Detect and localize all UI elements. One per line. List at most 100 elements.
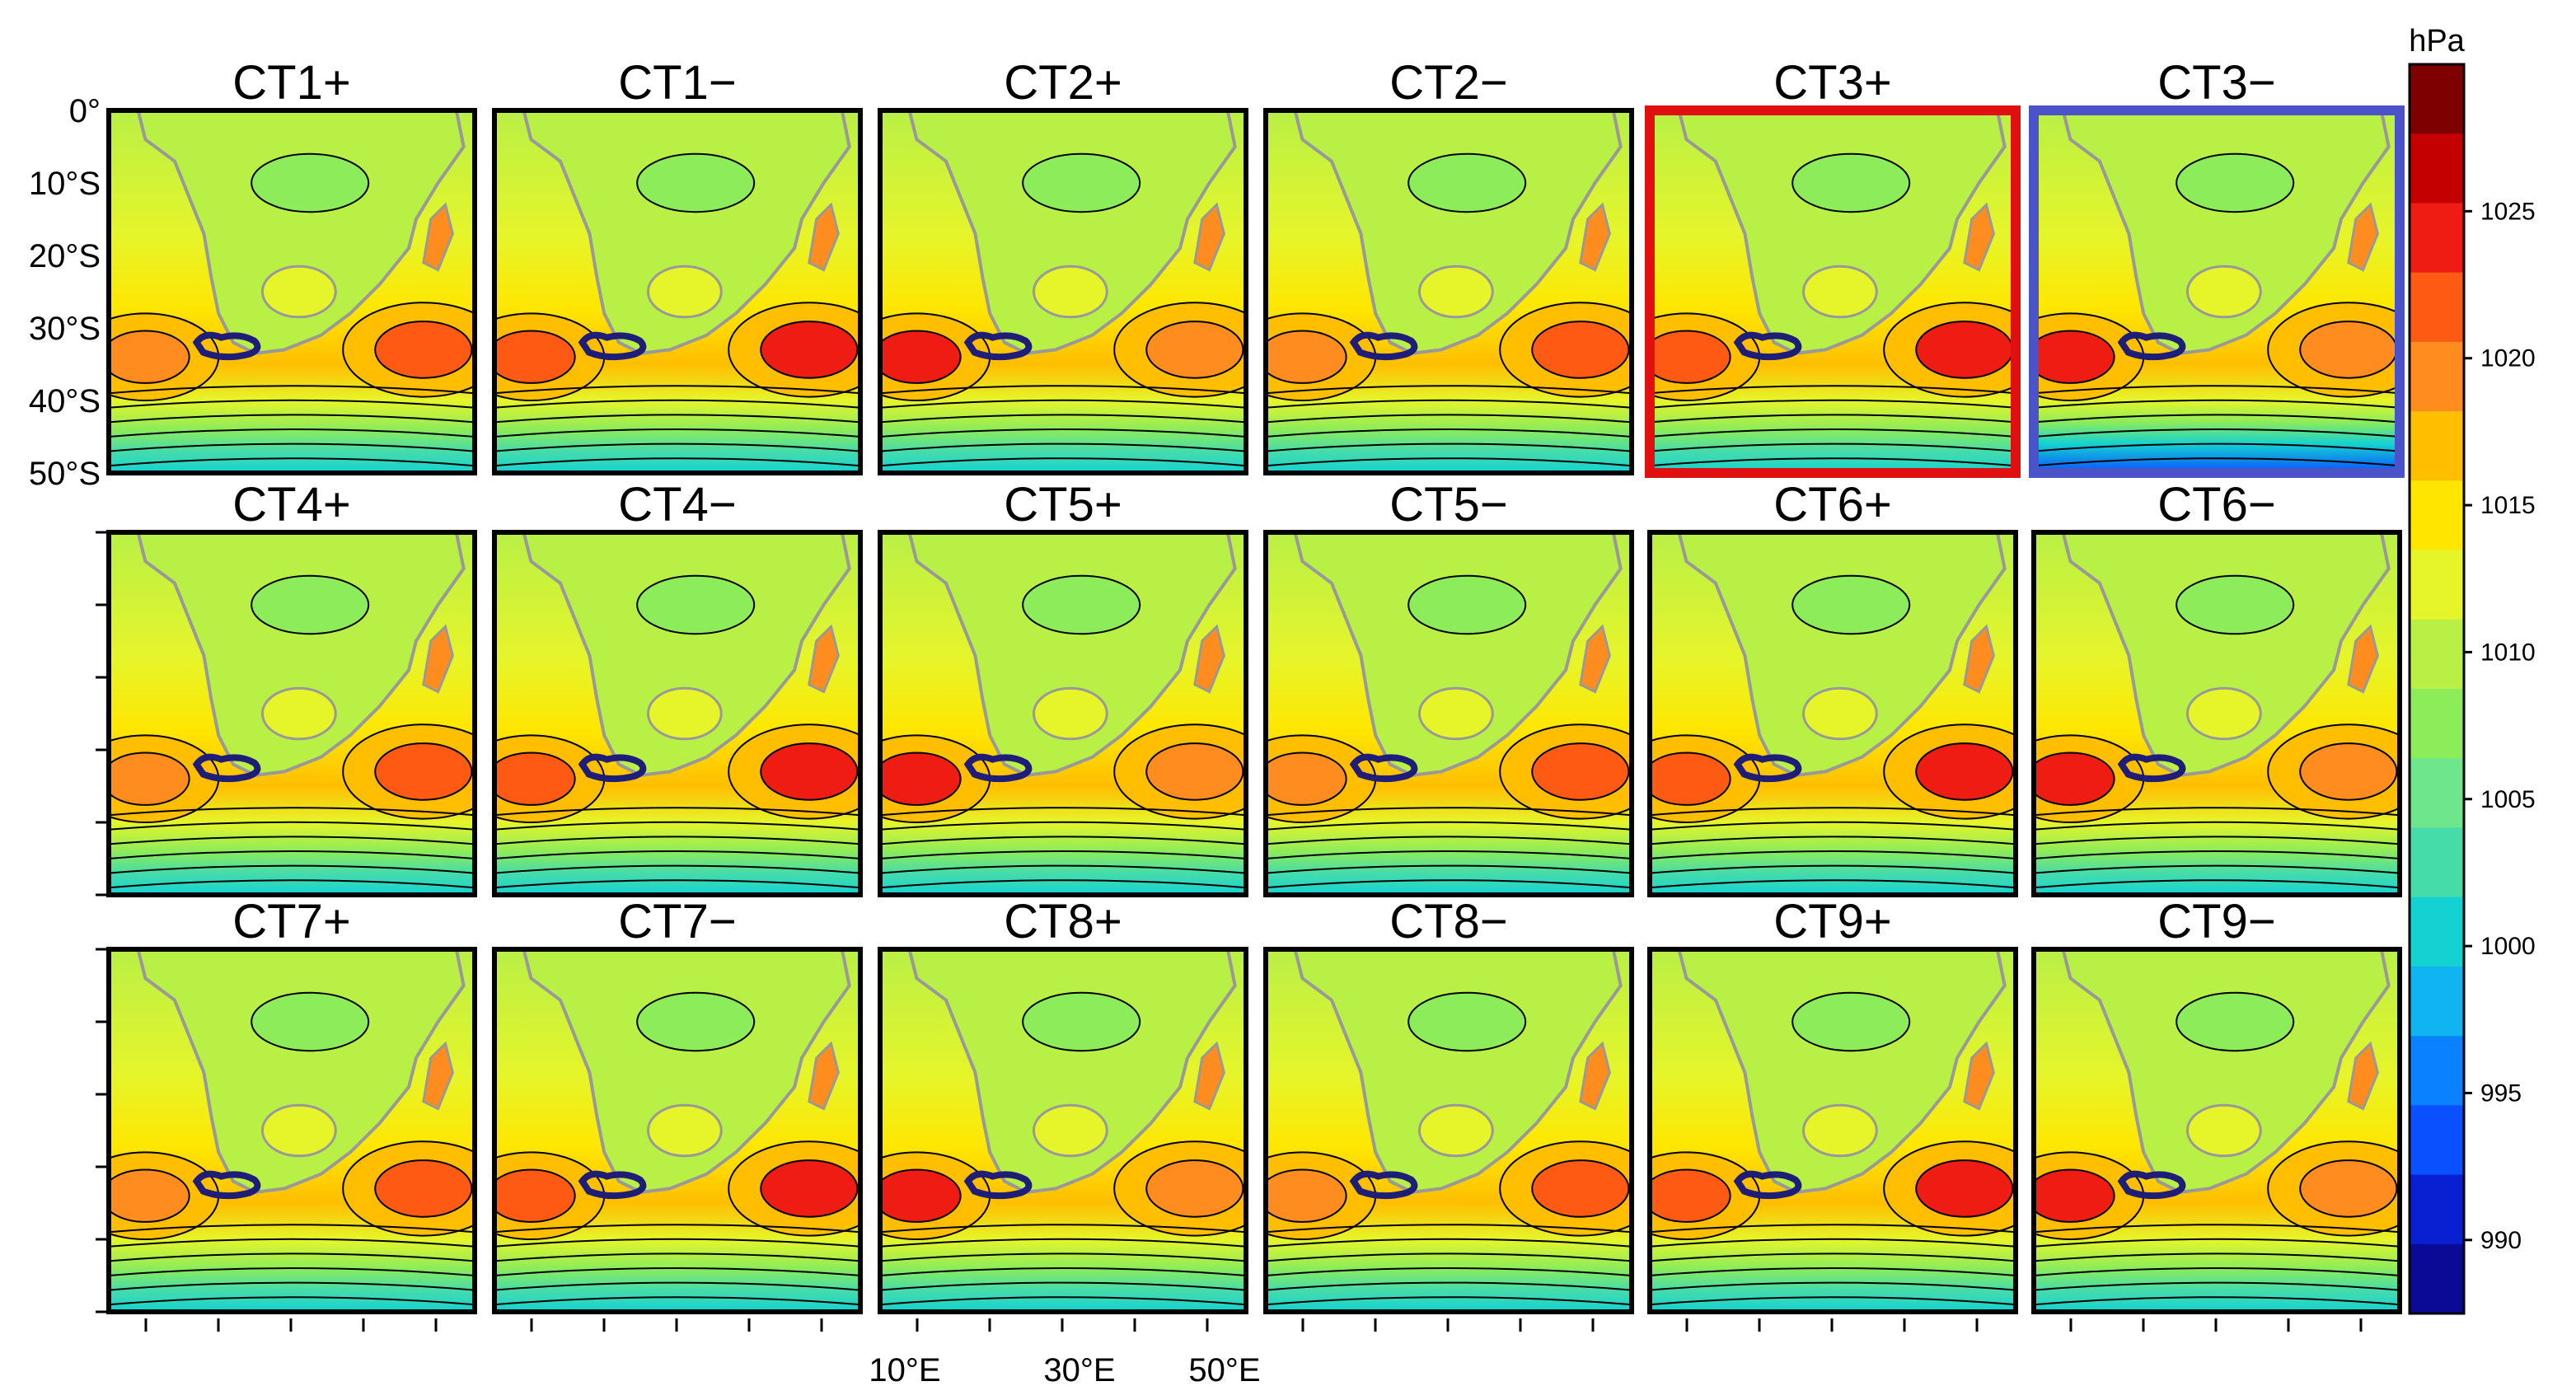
high-pressure-core <box>760 1159 859 1218</box>
isobar-line <box>880 428 1246 438</box>
isobar-line <box>494 1267 860 1276</box>
colorbar-segment <box>2410 64 2464 135</box>
study-region-outline <box>192 753 261 783</box>
high-pressure-core <box>880 1168 962 1223</box>
isobar-line <box>494 850 860 859</box>
isobar-line <box>1266 1281 1632 1291</box>
isobar-line <box>1266 385 1632 395</box>
isobar-line <box>1266 807 1632 817</box>
high-pressure-core <box>1266 330 1347 384</box>
latitude-tick-label: 30°S <box>29 311 101 347</box>
madagascar <box>422 624 454 694</box>
study-region-outline <box>963 1170 1033 1200</box>
madagascar <box>422 1041 454 1111</box>
madagascar <box>1579 1041 1611 1111</box>
isobar-line <box>109 821 475 831</box>
high-pressure-core <box>109 330 190 384</box>
high-pressure-core <box>880 752 962 806</box>
map-panel: CT4− <box>492 478 863 897</box>
study-region-outline <box>1349 1170 1418 1200</box>
panel-frame <box>1263 947 1634 1314</box>
country-border <box>646 265 723 319</box>
isobar-line <box>494 879 860 889</box>
isobar-line <box>2034 399 2400 409</box>
high-pressure-core <box>109 752 190 806</box>
colorbar-segment <box>2410 480 2464 551</box>
panel-frame <box>1647 947 2018 1314</box>
country-border <box>2185 686 2262 741</box>
isobar-line <box>1266 457 1632 467</box>
africa-landmass <box>136 949 466 1194</box>
africa-landmass <box>1293 532 1623 777</box>
country-border <box>260 686 337 741</box>
isobar-line <box>109 1281 475 1291</box>
low-pressure-contour <box>251 574 370 635</box>
colorbar-segment <box>2410 411 2464 482</box>
africa-landmass <box>1293 110 1623 355</box>
isobar-line <box>1650 428 2016 438</box>
isobar-line <box>2034 1267 2400 1276</box>
isobar-line <box>880 807 1246 817</box>
madagascar <box>808 624 840 694</box>
high-pressure-core <box>760 742 859 801</box>
isobar-line <box>2034 879 2400 889</box>
africa-landmass <box>2061 532 2391 777</box>
colorbar-segment <box>2410 272 2464 343</box>
high-pressure-core <box>1915 1159 2014 1218</box>
madagascar <box>1963 202 1995 272</box>
low-pressure-contour <box>636 991 756 1052</box>
panel-title: CT5+ <box>1004 478 1122 531</box>
panel-title: CT7− <box>618 895 736 948</box>
isobar-line <box>2034 1238 2400 1248</box>
low-pressure-contour <box>1791 152 1911 213</box>
latitude-axis: 0° 10°S 20°S 30°S 40°S 50°S <box>29 93 109 1313</box>
country-border <box>2185 1103 2262 1158</box>
madagascar <box>2347 1041 2379 1111</box>
panel-frame <box>492 530 863 897</box>
high-pressure-core <box>2299 321 2398 379</box>
high-pressure-core <box>494 1168 576 1223</box>
isobar-line <box>880 1296 1246 1306</box>
panel-frame <box>492 108 863 475</box>
madagascar <box>1193 202 1225 272</box>
isobar-line <box>2034 414 2400 424</box>
isobar-line <box>109 414 475 424</box>
africa-landmass <box>522 949 851 1194</box>
isobar-line <box>494 821 860 831</box>
isobar-line <box>1266 1267 1632 1276</box>
country-border <box>1032 1103 1108 1158</box>
map-panel: CT4+ <box>106 478 477 897</box>
colorbar-segment <box>2410 1174 2464 1245</box>
isobar-line <box>109 836 475 845</box>
colorbar-tick-label: 1015 <box>2480 492 2536 519</box>
isobar-line <box>1650 836 2016 845</box>
high-pressure-core <box>760 321 859 379</box>
country-border <box>260 265 337 319</box>
panel-title: CT3− <box>2157 56 2275 110</box>
isobar-line <box>109 1267 475 1276</box>
high-pressure-core <box>1531 321 1630 379</box>
isobar-line <box>1650 1296 2016 1306</box>
low-pressure-contour <box>1022 574 1141 635</box>
isobar-line <box>2034 428 2400 438</box>
africa-landmass <box>522 532 851 777</box>
latitude-tick-label: 50°S <box>29 456 101 492</box>
country-border <box>646 1103 723 1158</box>
isobar-line <box>1266 1296 1632 1306</box>
isobar-line <box>2034 807 2400 817</box>
isobar-line <box>109 1224 475 1234</box>
isobar-line <box>880 1224 1246 1234</box>
latitude-tick-label: 20°S <box>29 238 101 274</box>
isobar-line <box>1266 414 1632 424</box>
africa-landmass <box>907 532 1237 777</box>
panel-title: CT4+ <box>232 478 350 531</box>
africa-landmass <box>907 110 1237 355</box>
low-pressure-contour <box>2176 991 2295 1052</box>
africa-landmass <box>907 949 1237 1194</box>
panel-title: CT4− <box>618 478 736 531</box>
longitude-tick-label: 30°E <box>1043 1352 1115 1388</box>
isobar-line <box>1266 879 1632 889</box>
study-region-outline <box>963 331 1033 361</box>
africa-landmass <box>1293 949 1623 1194</box>
